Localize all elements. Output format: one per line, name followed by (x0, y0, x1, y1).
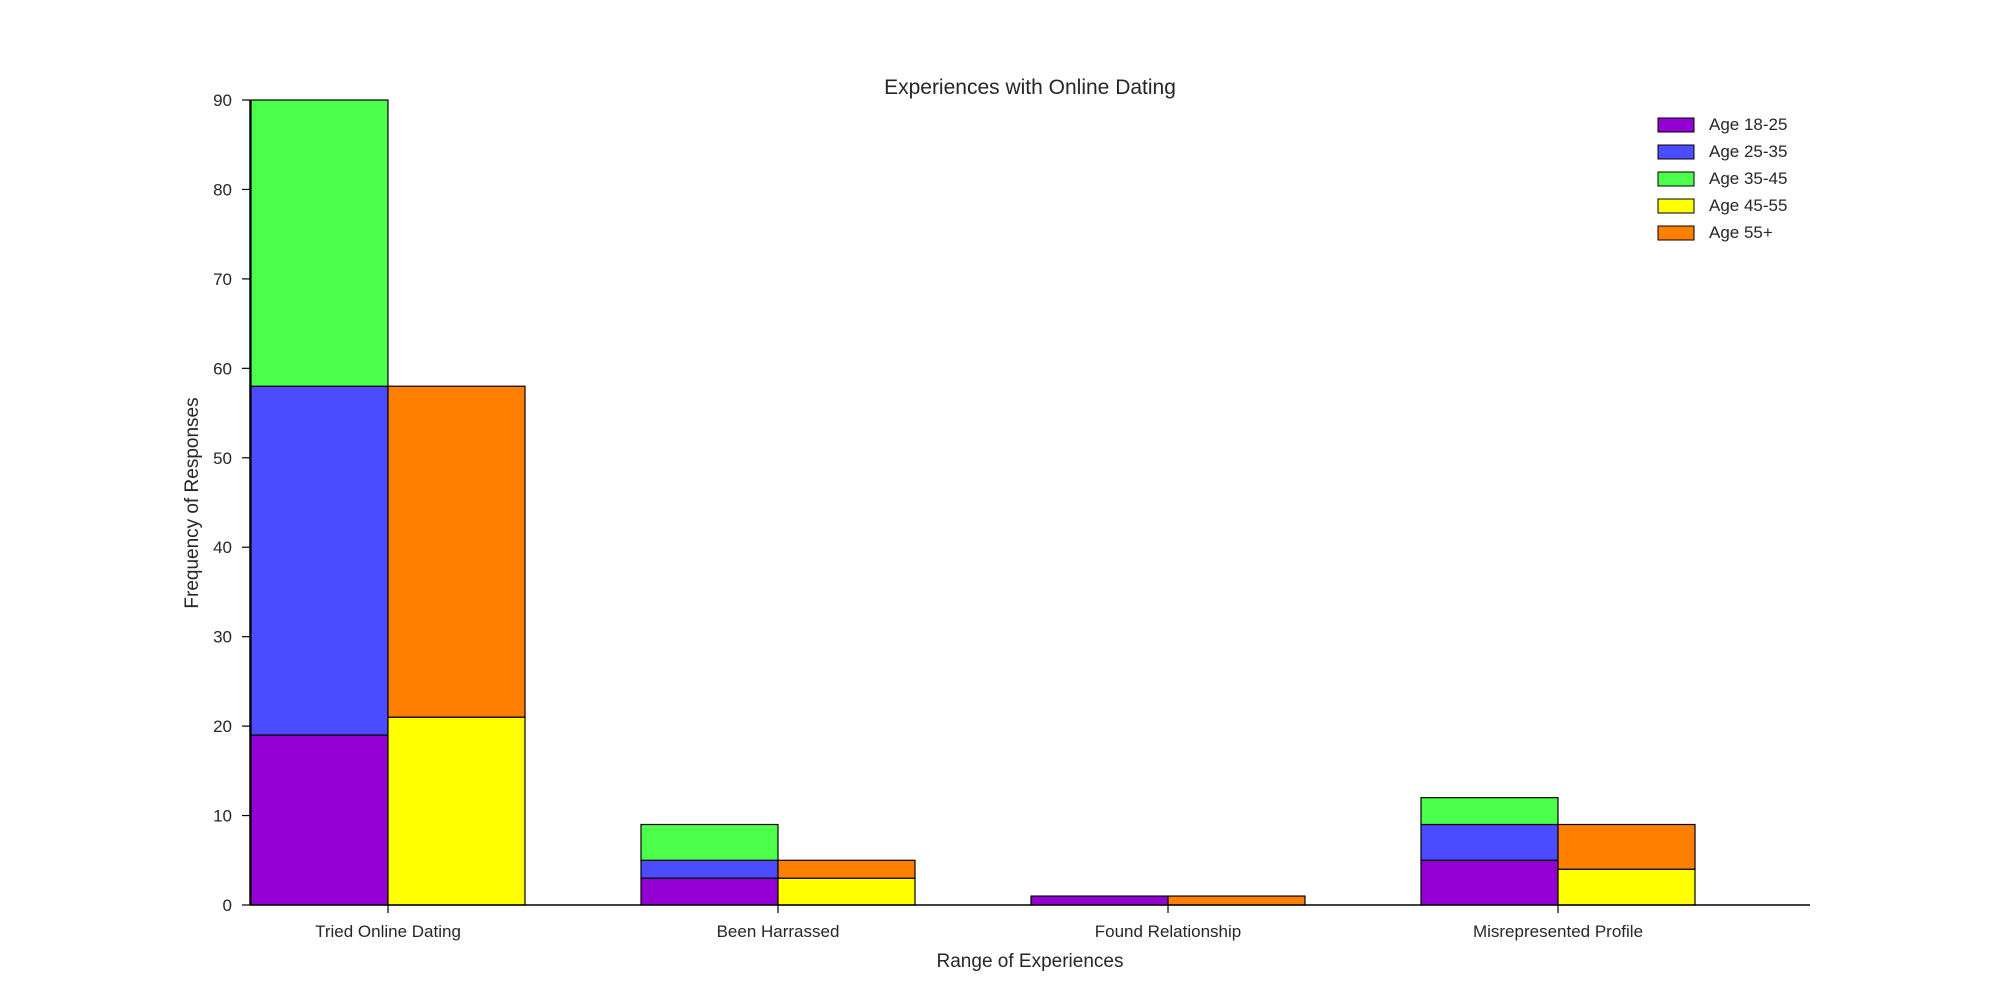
x-tick-label-found-relationship: Found Relationship (1095, 922, 1241, 941)
x-tick-label-tried-online-dating: Tried Online Dating (315, 922, 461, 941)
bar-misrepresented-profile-age-35-45 (1420, 797, 1559, 826)
x-axis-title: Range of Experiences (937, 951, 1124, 972)
y-ticks: 0 10 20 30 40 50 60 70 80 90 (213, 91, 250, 915)
bar-misrepresented-profile-age-18-25 (1420, 859, 1559, 906)
bar-found-relationship-age-55 (1167, 895, 1306, 906)
x-tick-label-misrepresented-profile: Misrepresented Profile (1473, 922, 1643, 941)
y-tick-label: 20 (213, 717, 232, 736)
axes-layer (249, 100, 1810, 906)
bar-been-harrassed-age-25-35 (640, 859, 779, 879)
chart-title: Experiences with Online Dating (884, 76, 1176, 99)
y-tick-label: 50 (213, 449, 232, 468)
bar-been-harrassed-age-55 (777, 859, 916, 879)
legend-swatch-age-55 (1657, 225, 1695, 241)
bar-tried-online-dating-age-18-25 (250, 734, 389, 906)
legend-swatch-age-45-55 (1657, 198, 1695, 214)
bars-layer (250, 99, 1696, 906)
legend-swatch-age-35-45 (1657, 171, 1695, 187)
y-tick-label: 0 (223, 896, 232, 915)
y-tick-label: 30 (213, 628, 232, 647)
bar-tried-online-dating-age-35-45 (250, 99, 389, 387)
y-tick-label: 80 (213, 180, 232, 199)
bar-been-harrassed-age-45-55 (777, 877, 916, 906)
y-tick-label: 40 (213, 538, 232, 557)
y-tick-label: 60 (213, 359, 232, 378)
y-axis-title: Frequency of Responses (182, 397, 203, 608)
bar-tried-online-dating-age-25-35 (250, 385, 389, 736)
y-tick-label: 10 (213, 807, 232, 826)
legend-swatch-age-18-25 (1657, 117, 1695, 133)
legend: Age 18-25 Age 25-35 Age 35-45 Age 45-55 Age … (1657, 115, 1787, 242)
bar-tried-online-dating-age-45-55 (387, 716, 526, 906)
bar-been-harrassed-age-18-25 (640, 877, 779, 906)
y-tick-label: 90 (213, 91, 232, 110)
legend-label-age-45-55: Age 45-55 (1709, 196, 1787, 215)
bar-tried-online-dating-age-55 (387, 385, 526, 718)
bar-been-harrassed-age-35-45 (640, 823, 779, 861)
bar-misrepresented-profile-age-45-55 (1557, 868, 1696, 906)
y-tick-label: 70 (213, 270, 232, 289)
legend-label-age-35-45: Age 35-45 (1709, 169, 1787, 188)
legend-label-age-18-25: Age 18-25 (1709, 115, 1787, 134)
x-tick-label-been-harrassed: Been Harrassed (717, 922, 840, 941)
bar-misrepresented-profile-age-55 (1557, 823, 1696, 870)
legend-label-age-55: Age 55+ (1709, 223, 1773, 242)
legend-label-age-25-35: Age 25-35 (1709, 142, 1787, 161)
bar-found-relationship-age-18-25 (1030, 895, 1169, 906)
x-ticks: Tried Online Dating Been Harrassed Found R… (315, 905, 1643, 941)
legend-swatch-age-25-35 (1657, 144, 1695, 160)
bar-misrepresented-profile-age-25-35 (1420, 823, 1559, 861)
